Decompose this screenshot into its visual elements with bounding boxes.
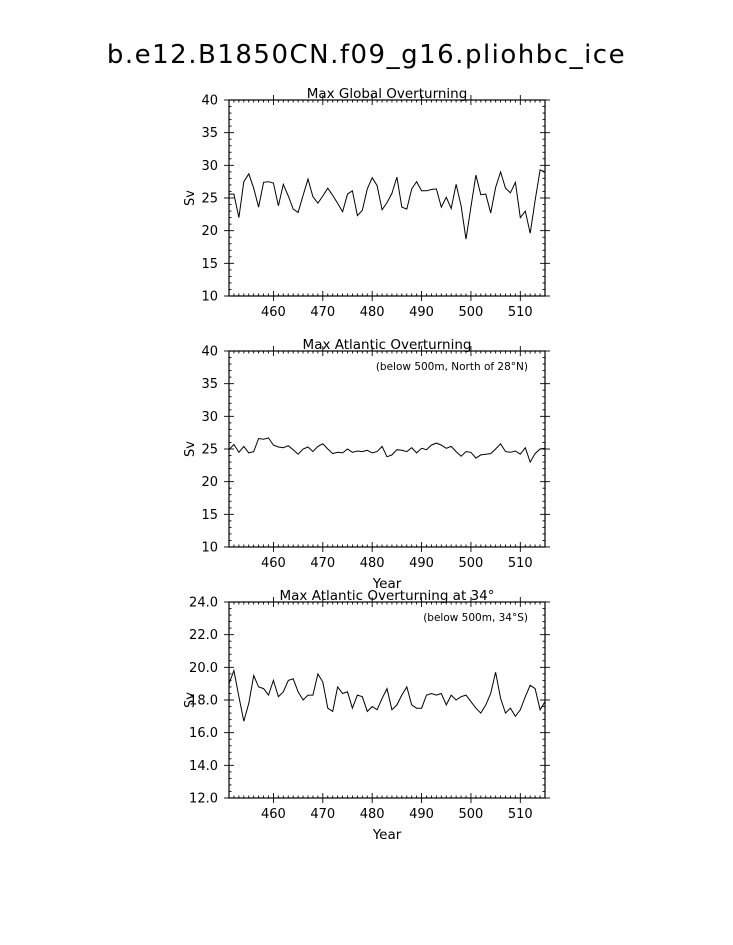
y-tick-label: 25 (201, 443, 218, 458)
x-tick-label: 510 (508, 556, 533, 571)
chart-title: Max Global Overturning (307, 86, 468, 102)
x-tick-label: 480 (360, 305, 385, 320)
chart-annotation: (below 500m, North of 28°N) (376, 361, 528, 373)
series-line (228, 668, 546, 722)
x-tick-label: 500 (459, 556, 484, 571)
x-tick-label: 500 (459, 305, 484, 320)
y-tick-label: 20.0 (189, 661, 218, 676)
chart-title: Max Atlantic Overturning at 34° (280, 588, 495, 604)
y-tick-label: 35 (201, 126, 218, 141)
y-tick-label: 35 (201, 377, 218, 392)
x-tick-label: 510 (508, 807, 533, 822)
page-title: b.e12.B1850CN.f09_g16.pliohbc_ice (106, 40, 627, 70)
chart-title: Max Atlantic Overturning (303, 337, 472, 353)
y-tick-label: 20 (201, 475, 218, 490)
y-tick-label: 10 (201, 541, 218, 556)
x-tick-label: 500 (459, 807, 484, 822)
x-tick-label: 490 (409, 807, 434, 822)
x-axis-label: Year (372, 827, 402, 843)
y-tick-label: 30 (201, 410, 218, 425)
series-line (228, 437, 546, 464)
x-tick-label: 470 (310, 556, 335, 571)
y-tick-label: 15 (201, 257, 218, 272)
x-tick-label: 460 (261, 305, 286, 320)
x-axis-label: Year (372, 576, 402, 592)
x-tick-label: 510 (508, 305, 533, 320)
x-tick-label: 490 (409, 556, 434, 571)
y-tick-label: 25 (201, 192, 218, 207)
y-tick-label: 22.0 (189, 628, 218, 643)
plot-frame (228, 350, 546, 548)
x-tick-label: 470 (310, 305, 335, 320)
x-tick-label: 480 (360, 556, 385, 571)
x-tick-label: 480 (360, 807, 385, 822)
y-tick-label: 18.0 (189, 694, 218, 709)
y-tick-label: 40 (201, 94, 218, 109)
global-overturning-panel: 460 470 480 490 500 510 10 15 20 25 30 35 40 Max Glob… (183, 86, 550, 320)
y-tick-label: 24.0 (189, 596, 218, 611)
chart-annotation: (below 500m, 34°S) (423, 612, 528, 624)
atlantic-overturning-panel: 460 470 480 490 500 510 10 15 20 25 30 35 40 Max Atla… (183, 337, 550, 592)
x-tick-label: 460 (261, 556, 286, 571)
y-tick-label: 40 (201, 345, 218, 360)
y-tick-label: 14.0 (189, 759, 218, 774)
y-axis-label: Sv (183, 692, 198, 708)
y-axis-label: Sv (183, 190, 198, 206)
series-line (229, 169, 546, 240)
x-tick-label: 490 (409, 305, 434, 320)
y-tick-label: 15 (201, 508, 218, 523)
y-tick-label: 30 (201, 159, 218, 174)
x-tick-label: 470 (310, 807, 335, 822)
x-tick-label: 460 (261, 807, 286, 822)
y-tick-label: 16.0 (189, 726, 218, 741)
y-tick-label: 10 (201, 290, 218, 305)
y-tick-label: 20 (201, 224, 218, 239)
y-axis-label: Sv (183, 441, 198, 457)
atlantic-overturning-34-panel: 460 470 480 490 500 510 12.0 14.0 16.0 18.0 20.0 22… (183, 588, 550, 843)
plot-frame (228, 601, 546, 799)
y-tick-label: 12.0 (189, 792, 218, 807)
